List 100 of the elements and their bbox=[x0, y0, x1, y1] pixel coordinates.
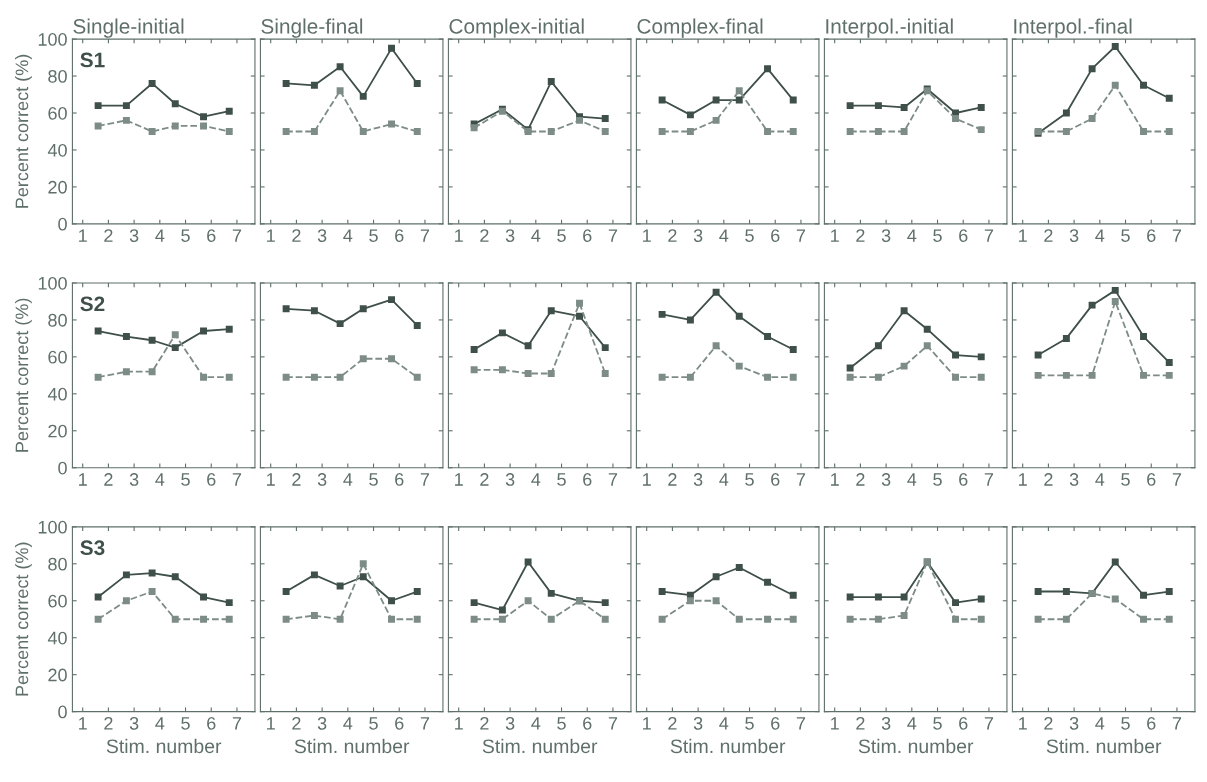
x-tick-label: 1 bbox=[643, 717, 651, 730]
y-tick-label: 80 bbox=[48, 557, 67, 571]
x-tick-label: 1 bbox=[79, 473, 87, 486]
x-tick-label: 1 bbox=[79, 229, 87, 242]
x-tick-label: 2 bbox=[480, 716, 489, 730]
y-tick-label: 0 bbox=[58, 705, 67, 719]
x-tick-label: 6 bbox=[959, 229, 968, 242]
x-tick-label: 2 bbox=[856, 229, 865, 242]
x-tick-label: 1 bbox=[455, 229, 463, 242]
x-tick-label: 4 bbox=[1095, 229, 1105, 242]
x-tick-label: 3 bbox=[1069, 473, 1079, 486]
x-tick-label: 2 bbox=[104, 473, 113, 486]
x-tick-label: 4 bbox=[1095, 717, 1105, 730]
x-tick-label: 7 bbox=[984, 229, 994, 242]
y-tick-label: 60 bbox=[48, 350, 67, 364]
x-tick-label: 6 bbox=[1147, 716, 1156, 730]
x-axis-title: Stim. number bbox=[482, 738, 598, 754]
x-tick-label: 1 bbox=[267, 473, 275, 486]
x-tick-label: 6 bbox=[583, 473, 592, 486]
x-tick-label: 4 bbox=[531, 717, 541, 730]
x-tick-label: 1 bbox=[643, 473, 651, 486]
x-tick-label: 1 bbox=[643, 229, 651, 242]
x-axis-title: Stim. number bbox=[858, 738, 974, 754]
x-tick-label: 6 bbox=[583, 229, 592, 242]
x-tick-label: 2 bbox=[1044, 229, 1053, 242]
x-tick-label: 3 bbox=[1069, 716, 1079, 730]
x-tick-label: 4 bbox=[719, 473, 729, 486]
x-tick-label: 6 bbox=[959, 473, 968, 486]
x-tick-label: 7 bbox=[608, 473, 618, 486]
y-axis-title: Percent correct (%) bbox=[15, 54, 32, 208]
x-tick-label: 7 bbox=[1172, 473, 1182, 486]
x-tick-label: 3 bbox=[129, 716, 139, 730]
chart-title: Single-final bbox=[261, 18, 363, 38]
x-tick-label: 5 bbox=[369, 229, 378, 242]
x-tick-label: 3 bbox=[317, 473, 327, 486]
y-tick-label: 40 bbox=[47, 143, 67, 157]
x-tick-label: 1 bbox=[831, 473, 839, 486]
x-tick-label: 6 bbox=[395, 473, 404, 486]
x-tick-label: 4 bbox=[1095, 473, 1105, 486]
x-tick-label: 2 bbox=[668, 473, 677, 486]
x-tick-label: 3 bbox=[129, 473, 139, 486]
annotation: S1 bbox=[80, 52, 105, 68]
chart-title: Complex-final bbox=[637, 18, 763, 38]
y-tick-label: 100 bbox=[38, 520, 67, 534]
y-axis-title: Percent correct (%) bbox=[15, 542, 32, 696]
x-tick-label: 7 bbox=[420, 717, 430, 730]
x-tick-label: 3 bbox=[505, 716, 515, 730]
x-tick-label: 6 bbox=[1147, 473, 1156, 486]
x-tick-label: 5 bbox=[1121, 473, 1130, 486]
x-tick-label: 2 bbox=[1044, 473, 1053, 486]
x-tick-label: 5 bbox=[1121, 229, 1130, 242]
y-tick-label: 40 bbox=[47, 631, 67, 645]
x-tick-label: 6 bbox=[395, 716, 404, 730]
x-tick-label: 6 bbox=[771, 473, 780, 486]
x-tick-label: 5 bbox=[557, 717, 566, 730]
x-tick-label: 4 bbox=[719, 229, 729, 242]
x-tick-label: 1 bbox=[79, 717, 87, 730]
x-tick-label: 4 bbox=[531, 229, 541, 242]
x-tick-label: 3 bbox=[881, 229, 891, 242]
x-tick-label: 6 bbox=[583, 716, 592, 730]
x-tick-label: 1 bbox=[831, 717, 839, 730]
x-tick-label: 4 bbox=[719, 717, 729, 730]
x-tick-label: 6 bbox=[207, 229, 216, 242]
x-axis-title: Stim. number bbox=[670, 738, 786, 754]
x-tick-label: 7 bbox=[796, 229, 806, 242]
x-tick-label: 1 bbox=[1019, 717, 1027, 730]
y-tick-label: 60 bbox=[48, 594, 67, 608]
y-tick-label: 100 bbox=[38, 33, 67, 46]
x-tick-label: 5 bbox=[181, 473, 190, 486]
x-tick-label: 4 bbox=[155, 717, 165, 730]
chart-title: Complex-initial bbox=[449, 18, 584, 38]
x-tick-label: 7 bbox=[608, 229, 618, 242]
x-tick-label: 6 bbox=[771, 716, 780, 730]
x-tick-label: 6 bbox=[1147, 229, 1156, 242]
x-tick-label: 3 bbox=[1069, 229, 1079, 242]
x-tick-label: 7 bbox=[608, 717, 618, 730]
x-tick-label: 6 bbox=[207, 473, 216, 486]
x-tick-label: 5 bbox=[181, 229, 190, 242]
x-tick-label: 5 bbox=[933, 229, 942, 242]
x-tick-label: 4 bbox=[531, 473, 541, 486]
chart-title: Single-initial bbox=[73, 18, 184, 38]
x-tick-label: 6 bbox=[771, 229, 780, 242]
y-tick-label: 20 bbox=[48, 180, 67, 194]
x-tick-label: 5 bbox=[745, 717, 754, 730]
annotation: S3 bbox=[80, 540, 105, 556]
x-tick-label: 7 bbox=[232, 229, 242, 242]
x-tick-label: 4 bbox=[155, 229, 165, 242]
x-tick-label: 3 bbox=[881, 716, 891, 730]
y-tick-label: 0 bbox=[58, 461, 67, 475]
x-tick-label: 7 bbox=[232, 473, 242, 486]
x-tick-label: 2 bbox=[856, 473, 865, 486]
x-tick-label: 2 bbox=[292, 473, 301, 486]
x-tick-label: 5 bbox=[557, 473, 566, 486]
x-axis-title: Stim. number bbox=[294, 738, 410, 754]
x-tick-label: 4 bbox=[907, 229, 917, 242]
x-tick-label: 7 bbox=[1172, 229, 1182, 242]
x-tick-label: 4 bbox=[155, 473, 165, 486]
x-tick-label: 2 bbox=[104, 229, 113, 242]
x-tick-label: 5 bbox=[745, 473, 754, 486]
x-tick-label: 5 bbox=[369, 473, 378, 486]
